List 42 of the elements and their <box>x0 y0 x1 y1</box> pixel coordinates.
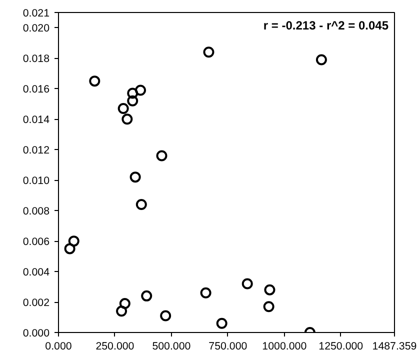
x-tick-label: 250.000 <box>96 340 134 352</box>
y-tick-label: 0.018 <box>22 53 50 66</box>
point <box>68 236 80 247</box>
y-tick-label: 0.006 <box>22 236 50 248</box>
point <box>316 54 327 66</box>
annotation: r = -0.213 - r^2 = 0.045 <box>263 18 389 32</box>
y-tick-label: 0.004 <box>22 266 50 279</box>
point <box>135 84 146 96</box>
y-tick-label: 0.020 <box>22 22 50 35</box>
y-tick-label: 0.008 <box>22 206 50 218</box>
point <box>118 103 129 114</box>
point <box>156 150 168 162</box>
point <box>130 172 141 183</box>
y-tick-label: 0.010 <box>22 175 50 188</box>
x-tick-label: 500.000 <box>152 340 191 352</box>
point <box>122 114 133 125</box>
y-tick-label: 0.016 <box>22 84 50 96</box>
point <box>216 318 228 329</box>
y-tick-label: 0.012 <box>22 144 50 157</box>
point <box>136 199 147 210</box>
y-tick-label: 0.002 <box>22 297 50 310</box>
point <box>116 306 128 317</box>
x-tick-label: 1250.000 <box>318 340 364 352</box>
point <box>264 284 276 296</box>
point <box>64 243 76 254</box>
point <box>160 310 172 322</box>
x-tick-label: 750.000 <box>208 340 248 352</box>
y-tick-label: 0.000 <box>22 328 50 340</box>
y-tick-label: 0.014 <box>22 114 50 126</box>
point <box>263 301 274 312</box>
point <box>127 88 138 99</box>
point <box>127 95 138 106</box>
point <box>200 287 212 298</box>
y-tick-label: 0.021 <box>22 8 50 20</box>
x-tick-label: 1487.359 <box>372 340 417 352</box>
point <box>119 298 130 310</box>
x-tick-label: 0.000 <box>45 340 72 352</box>
point <box>89 76 100 87</box>
point <box>242 278 253 290</box>
point <box>141 290 152 302</box>
x-tick-label: 1000.000 <box>262 340 307 352</box>
point <box>203 46 214 58</box>
